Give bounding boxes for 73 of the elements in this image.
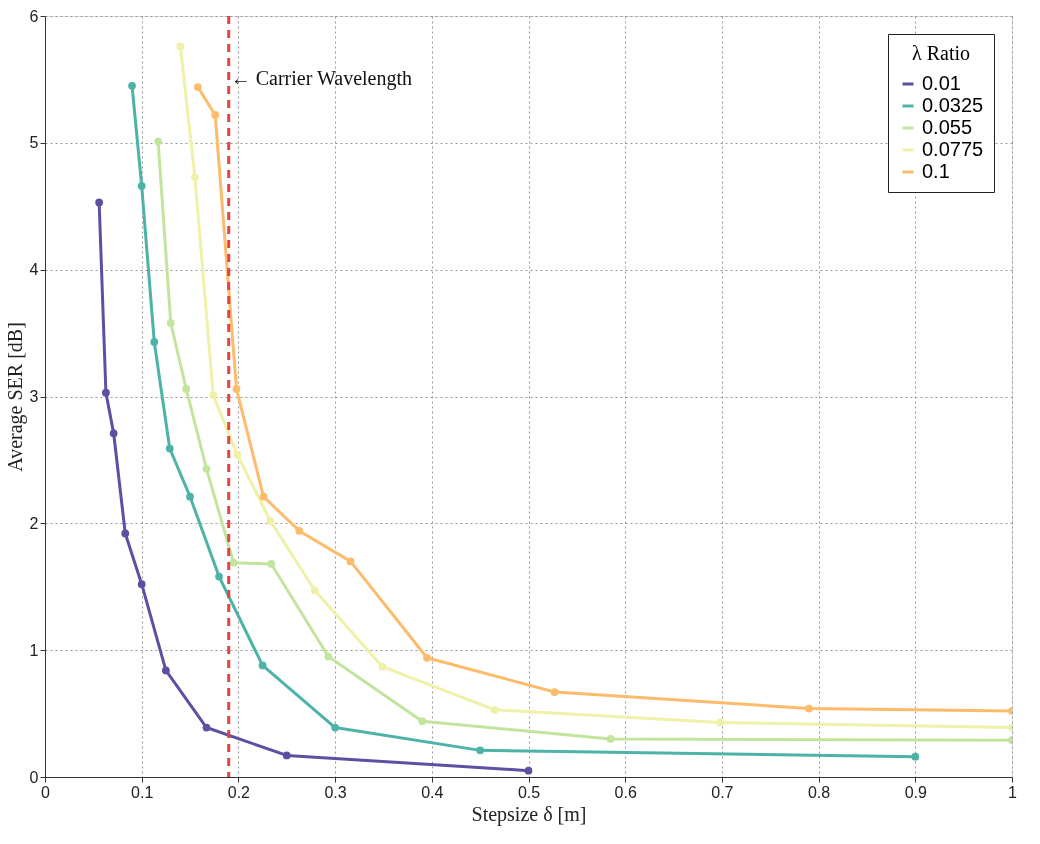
y-axis-title: Average SER [dB] bbox=[3, 322, 27, 472]
point bbox=[259, 492, 268, 501]
legend-label: 0.0325 bbox=[922, 94, 984, 116]
x-tick-label: 0.4 bbox=[421, 783, 444, 801]
point bbox=[295, 527, 304, 535]
point bbox=[266, 516, 275, 525]
point bbox=[202, 464, 211, 473]
y-tick-label: 3 bbox=[29, 388, 39, 405]
x-tick-label: 0.5 bbox=[517, 783, 541, 801]
point bbox=[229, 558, 238, 567]
point bbox=[476, 746, 485, 755]
point bbox=[346, 557, 355, 566]
point bbox=[191, 173, 199, 181]
point bbox=[233, 450, 242, 459]
point bbox=[310, 586, 319, 595]
point bbox=[109, 429, 118, 438]
point bbox=[95, 198, 104, 207]
point bbox=[165, 444, 174, 453]
y-tick-label: 4 bbox=[29, 261, 39, 279]
y-tick-label: 1 bbox=[29, 641, 39, 659]
point bbox=[176, 42, 185, 51]
x-tick-label: 0 bbox=[41, 783, 51, 801]
point bbox=[911, 752, 920, 761]
point bbox=[193, 83, 202, 91]
x-tick-label: 1 bbox=[1008, 783, 1018, 801]
point bbox=[137, 580, 146, 589]
y-tick-label: 0 bbox=[29, 768, 39, 786]
point bbox=[258, 661, 267, 670]
point bbox=[202, 723, 211, 732]
x-tick-label: 0.1 bbox=[131, 783, 154, 801]
point bbox=[186, 492, 194, 501]
point bbox=[209, 391, 218, 400]
point bbox=[102, 388, 110, 397]
point bbox=[166, 319, 175, 327]
annotation: ← Carrier Wavelength bbox=[230, 67, 413, 91]
x-tick-label: 0.7 bbox=[711, 783, 734, 801]
point bbox=[423, 653, 431, 662]
point bbox=[232, 385, 241, 393]
legend-label: 0.1 bbox=[922, 160, 950, 182]
x-tick-label: 0.8 bbox=[807, 783, 831, 801]
y-tick-label: 5 bbox=[29, 134, 39, 152]
point bbox=[324, 652, 333, 661]
point bbox=[182, 385, 191, 393]
x-tick-label: 0.2 bbox=[227, 783, 251, 801]
point bbox=[128, 81, 136, 90]
point bbox=[267, 560, 276, 568]
point bbox=[490, 705, 499, 714]
point bbox=[378, 662, 387, 671]
legend-label: 0.0775 bbox=[922, 138, 984, 160]
point bbox=[331, 723, 339, 732]
point bbox=[524, 766, 533, 775]
point bbox=[805, 704, 813, 713]
point bbox=[121, 529, 130, 538]
legend-label: 0.055 bbox=[922, 116, 973, 138]
x-tick-label: 0.3 bbox=[324, 783, 347, 801]
point bbox=[550, 688, 559, 696]
point bbox=[282, 751, 291, 760]
x-tick-label: 0.9 bbox=[904, 783, 928, 801]
x-tick-label: 0.6 bbox=[614, 783, 637, 801]
point bbox=[418, 717, 426, 726]
legend-label: 0.01 bbox=[922, 72, 961, 94]
point bbox=[211, 111, 220, 119]
point bbox=[150, 338, 159, 346]
point bbox=[162, 666, 170, 675]
x-axis-title: Stepsize δ [m] bbox=[471, 802, 587, 826]
legend-title: λ Ratio bbox=[911, 42, 971, 64]
point bbox=[716, 718, 724, 727]
point bbox=[154, 137, 163, 146]
point bbox=[137, 182, 146, 190]
y-tick-label: 6 bbox=[29, 7, 39, 25]
point bbox=[606, 735, 615, 743]
point bbox=[215, 572, 223, 581]
y-tick-label: 2 bbox=[29, 514, 39, 532]
